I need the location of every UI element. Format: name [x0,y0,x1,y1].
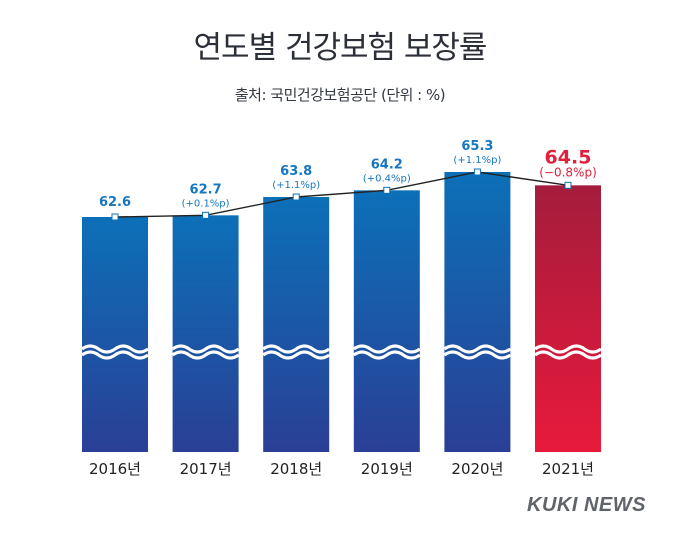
trend-point [292,193,300,201]
x-tick-label: 2020년 [451,460,503,478]
trend-point [473,168,481,176]
bar [263,197,330,452]
data-label: 65.3 [461,139,493,154]
axis-break-wave [81,344,149,354]
trend-point [202,211,210,219]
axis-break-wave [81,350,149,360]
trend-point [564,181,572,189]
axis-break-wave [262,350,331,360]
data-label: 62.7 [190,182,222,197]
trend-point [383,186,391,194]
change-label: (+0.4%p) [363,173,411,184]
chart-title: 연도별 건강보험 보장률 [193,30,488,66]
change-label: (+0.1%p) [182,198,230,209]
change-label: (+1.1%p) [453,155,501,166]
axis-break-wave [534,344,602,354]
axis-break-wave [534,350,602,360]
axis-break-wave [352,350,421,360]
data-label: 64.2 [371,157,403,172]
axis-break-wave [352,344,421,354]
change-label: (+1.1%p) [272,180,320,191]
axis-break-wave [171,344,240,354]
bar [172,215,239,452]
trend-point [111,213,119,221]
x-tick-label: 2018년 [270,460,322,478]
bar [82,217,148,452]
x-tick-label: 2021년 [542,460,594,478]
bar [535,185,601,453]
trend-line [114,171,569,218]
bar [444,172,511,452]
axis-break-wave [443,350,512,360]
data-label: 64.5 [545,146,592,168]
data-label: 63.8 [280,164,312,179]
change-label: (−0.8%p) [539,165,597,179]
axis-break-wave [171,350,240,360]
data-label: 62.6 [99,195,131,210]
axis-break-wave [443,344,512,354]
x-tick-label: 2016년 [89,460,141,478]
x-tick-label: 2017년 [180,460,232,478]
chart-subtitle: 출처: 국민건강보험공단 (단위 : %) [234,86,446,104]
axis-break-wave [262,344,331,354]
x-tick-label: 2019년 [361,460,413,478]
kuki-news-logo: KUKI NEWS [527,494,646,516]
bar [353,190,420,453]
